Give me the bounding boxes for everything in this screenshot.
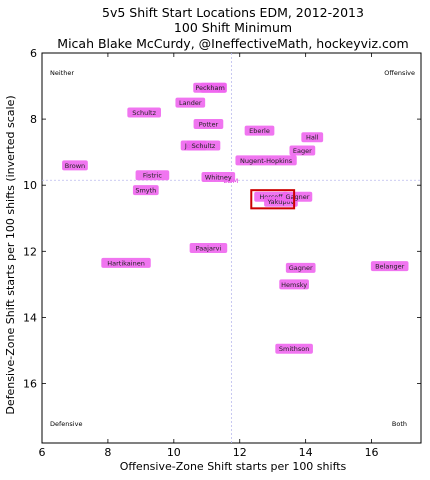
player-label-6: Hall	[306, 134, 319, 142]
y-tick-label-5: 16	[23, 378, 37, 391]
player-label-22: Hemsky	[281, 281, 307, 289]
player-label-23: Smithson	[279, 345, 309, 353]
chart-title-line-3: Micah Blake McCurdy, @IneffectiveMath, h…	[57, 36, 408, 51]
player-label-9: Eager	[293, 147, 312, 155]
player-marker-2	[175, 97, 206, 108]
player-marker-3	[127, 107, 161, 118]
y-axis-label: Defensive-Zone Shift starts per 100 shif…	[4, 95, 17, 414]
corner-label-bottom-left: Defensive	[50, 420, 82, 428]
chart-title-line-1: 5v5 Shift Start Locations EDM, 2012-2013	[102, 5, 364, 20]
x-tick-label-5: 16	[365, 446, 379, 459]
player-marker-19	[101, 257, 151, 268]
player-label-21: Belanger	[375, 263, 404, 271]
player-label-4: Potter	[199, 120, 219, 128]
player-label-17: Gagner	[285, 193, 309, 201]
player-label-11: Brown	[65, 162, 85, 170]
player-marker-20	[285, 262, 316, 273]
player-label-18: Paajarvi	[196, 244, 222, 252]
y-tick-label-3: 12	[23, 245, 37, 258]
player-marker-18	[189, 243, 228, 253]
y-tick-label-4: 14	[23, 311, 37, 324]
player-marker-22	[279, 279, 309, 290]
player-marker-5	[244, 125, 275, 136]
x-tick-label-0: 6	[39, 446, 46, 459]
player-marker-13	[201, 171, 236, 182]
player-marker-14	[132, 185, 159, 196]
player-marker-6	[301, 132, 324, 143]
player-label-1: Peckham	[195, 84, 224, 92]
x-tick-label-3: 12	[233, 446, 247, 459]
player-label-13: Whitney	[205, 173, 232, 181]
plot-area: 6 8 10 12 14 16 6 8 10 12 14 16 Neither Offensive Defe…	[23, 47, 422, 459]
y-tick-label-1: 8	[30, 113, 37, 126]
player-marker-17	[282, 191, 313, 202]
player-marker-21	[370, 261, 409, 272]
player-label-8: Schultz	[192, 142, 216, 150]
player-marker-23	[275, 343, 313, 354]
corner-label-bottom-right: Both	[392, 420, 407, 428]
player-label-16: Yakupov	[267, 198, 295, 206]
x-tick-label-1: 8	[104, 446, 111, 459]
y-tick-label-0: 6	[30, 47, 37, 60]
player-marker-4	[193, 119, 224, 130]
chart-title-line-2: 100 Shift Minimum	[174, 20, 292, 35]
player-label-10: Nugent-Hopkins	[240, 157, 293, 165]
corner-label-top-right: Offensive	[384, 69, 415, 77]
player-marker-9	[289, 145, 316, 156]
player-label-12: Fistric	[143, 172, 162, 180]
player-label-3: Schultz	[132, 109, 156, 117]
player-marker-12	[135, 170, 170, 181]
player-label-2: Lander	[179, 99, 202, 107]
player-label-5: Eberle	[249, 127, 270, 135]
player-marker-11	[62, 160, 88, 171]
player-marker-1	[193, 82, 227, 93]
highlight-box	[250, 189, 296, 210]
player-label-19: Hartikainen	[107, 259, 145, 267]
x-tick-label-4: 14	[299, 446, 313, 459]
player-marker-10	[235, 155, 297, 166]
player-label-14: Smyth	[135, 187, 156, 195]
player-marker-8	[186, 140, 221, 151]
player-label-20: Gagner	[289, 264, 313, 272]
y-tick-label-2: 10	[23, 179, 37, 192]
corner-label-top-left: Neither	[50, 69, 74, 77]
x-axis-label: Offensive-Zone Shift starts per 100 shif…	[120, 460, 347, 473]
x-tick-label-2: 10	[167, 446, 181, 459]
